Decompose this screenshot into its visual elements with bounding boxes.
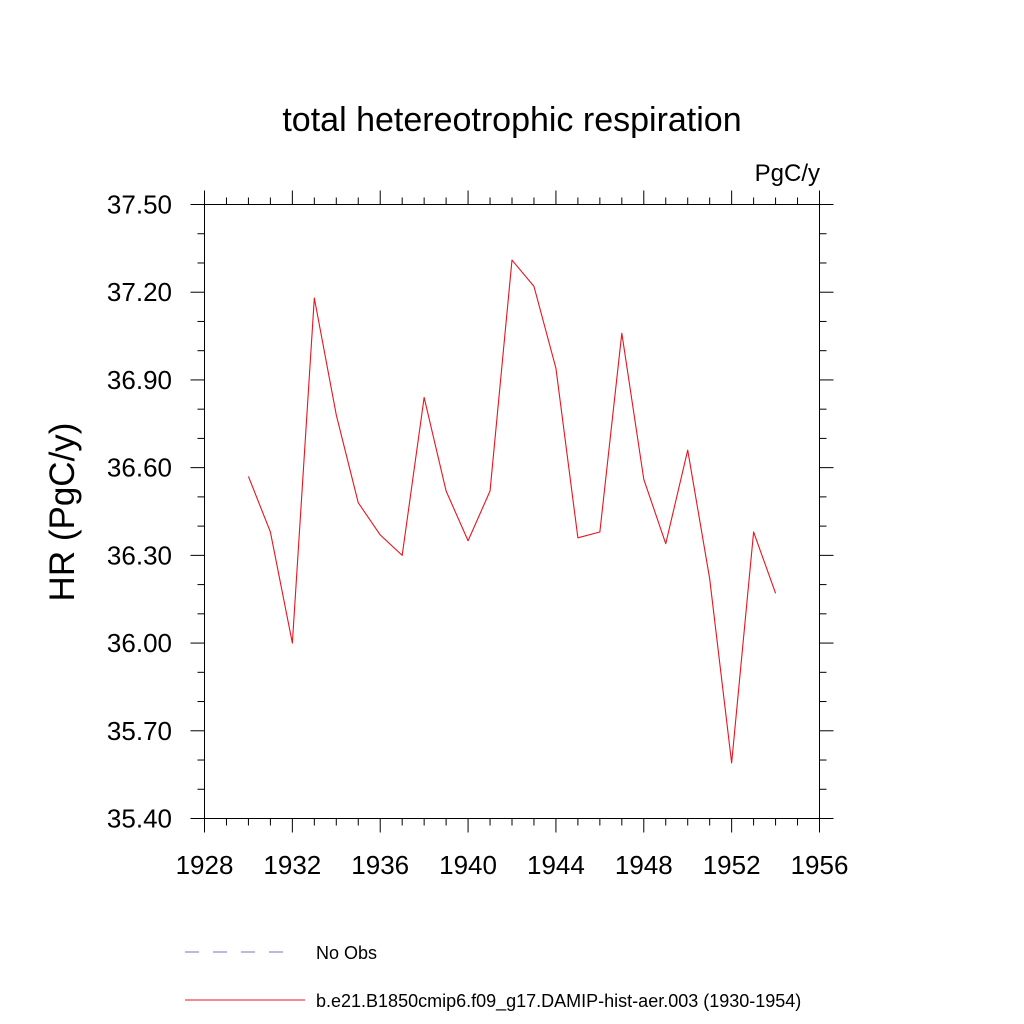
chart-title: total hetereotrophic respiration — [282, 101, 741, 139]
x-tick-label: 1952 — [703, 850, 761, 880]
axis-ticks — [190, 190, 834, 833]
x-tick-label: 1932 — [263, 850, 321, 880]
y-tick-label: 35.70 — [107, 716, 172, 746]
y-tick-label: 35.40 — [107, 804, 172, 834]
x-tick-label: 1936 — [351, 850, 409, 880]
x-tick-label: 1928 — [176, 850, 234, 880]
y-tick-label: 37.50 — [107, 190, 172, 220]
y-axis-label: HR (PgC/y) — [43, 423, 82, 602]
y-tick-label: 36.30 — [107, 540, 172, 570]
y-tick-label: 36.00 — [107, 628, 172, 658]
series-line-0 — [247, 259, 777, 764]
units-label: PgC/y — [755, 160, 820, 187]
x-tick-label: 1944 — [527, 850, 585, 880]
x-tick-label: 1940 — [439, 850, 497, 880]
legend-label-no-obs: No Obs — [316, 943, 377, 963]
x-tick-label: 1956 — [791, 850, 849, 880]
series-lines — [247, 259, 777, 764]
y-tick-label: 37.20 — [107, 277, 172, 307]
y-tick-label: 36.90 — [107, 365, 172, 395]
x-tick-labels: 1928 1932 1936 1940 1944 1948 1952 1956 — [176, 850, 849, 880]
legend-label-model: b.e21.B1850cmip6.f09_g17.DAMIP-hist-aer.… — [316, 991, 801, 1012]
legend: No Obs b.e21.B1850cmip6.f09_g17.DAMIP-hi… — [185, 943, 801, 1012]
x-tick-label: 1948 — [615, 850, 673, 880]
y-tick-label: 36.60 — [107, 453, 172, 483]
y-tick-labels: 35.40 35.70 36.00 36.30 36.60 36.90 37.20 37.50 — [107, 190, 172, 834]
